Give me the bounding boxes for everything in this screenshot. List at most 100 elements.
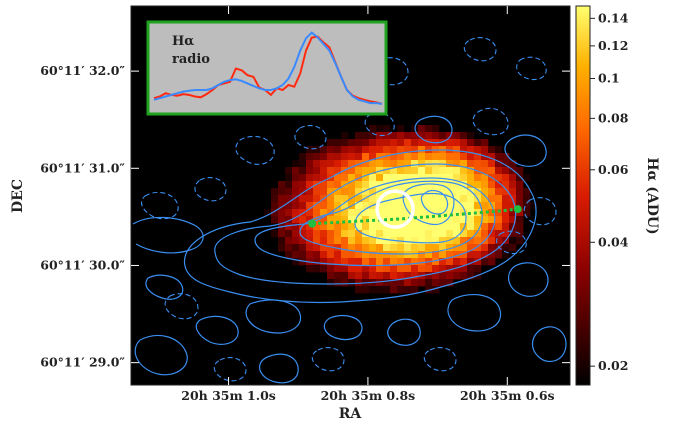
heatmap-cell (334, 251, 342, 259)
heatmap-cell (418, 230, 426, 238)
heatmap-cell (383, 174, 391, 182)
heatmap-cell (320, 160, 328, 168)
heatmap-cell (474, 244, 482, 252)
heatmap-cell (446, 265, 454, 273)
heatmap-cell (285, 244, 293, 252)
heatmap-cell (502, 188, 510, 196)
heatmap-cell (509, 244, 517, 252)
heatmap-cell (425, 132, 433, 140)
heatmap-cell (404, 132, 412, 140)
heatmap-cell (369, 160, 377, 168)
heatmap-cell (355, 132, 363, 140)
heatmap-cell (404, 160, 412, 168)
heatmap-cell (306, 244, 314, 252)
heatmap-cell (404, 153, 412, 161)
heatmap-cell (509, 230, 517, 238)
heatmap-cell (495, 230, 503, 238)
heatmap-cell (285, 223, 293, 231)
heatmap-cell (460, 160, 468, 168)
heatmap-cell (502, 195, 510, 203)
heatmap-cell (390, 146, 398, 154)
marker-circle (375, 189, 415, 229)
heatmap-cell (390, 279, 398, 287)
axis-ticks: 20h 35m 1.0s 20h 35m 0.8s 20h 35m 0.6s 60°1… (40, 6, 570, 403)
heatmap-cell (341, 237, 349, 245)
heatmap-cell (446, 279, 454, 287)
heatmap-cell (327, 146, 335, 154)
heatmap-cell (320, 251, 328, 259)
heatmap-cell (362, 139, 370, 147)
heatmap-cell (509, 167, 517, 175)
heatmap-cell (411, 216, 419, 224)
heatmap-cell (460, 167, 468, 175)
heatmap-cell (348, 244, 356, 252)
heatmap-cell (453, 160, 461, 168)
heatmap-cell (418, 209, 426, 217)
heatmap-cell (320, 167, 328, 175)
radio-contour (402, 183, 455, 226)
heatmap-cell (306, 188, 314, 196)
heatmap-cell (341, 230, 349, 238)
heatmap-cell (306, 167, 314, 175)
heatmap-cell (474, 153, 482, 161)
heatmap-cell (348, 188, 356, 196)
heatmap-cell (502, 230, 510, 238)
heatmap-cell (488, 188, 496, 196)
heatmap-cell (341, 132, 349, 140)
heatmap-cell (474, 139, 482, 147)
heatmap-cell (418, 160, 426, 168)
heatmap-cell (439, 139, 447, 147)
heatmap-cell (453, 153, 461, 161)
heatmap-cell (278, 195, 286, 203)
heatmap-cell (446, 188, 454, 196)
heatmap-cell (341, 258, 349, 266)
heatmap-cell (460, 153, 468, 161)
heatmap-cell (523, 188, 531, 196)
heatmap-cell (502, 209, 510, 217)
heatmap-cell (362, 181, 370, 189)
heatmap-cell (313, 160, 321, 168)
heatmap-cell (502, 223, 510, 231)
heatmap-cell (355, 181, 363, 189)
heatmap-cell (355, 272, 363, 280)
heatmap-cell (313, 188, 321, 196)
heatmap-cell (488, 167, 496, 175)
heatmap-cell (292, 174, 300, 182)
heatmap-cell (411, 223, 419, 231)
heatmap-cell (404, 139, 412, 147)
heatmap-cell (278, 209, 286, 217)
heatmap-cell (369, 167, 377, 175)
heatmap-cell (341, 174, 349, 182)
radio-contour-negative (523, 197, 557, 226)
heatmap-cell (474, 146, 482, 154)
heatmap-cell (495, 202, 503, 210)
heatmap-cell (299, 160, 307, 168)
heatmap-cell (439, 216, 447, 224)
heatmap-cell (327, 167, 335, 175)
heatmap-cell (306, 181, 314, 189)
heatmap-cell (278, 202, 286, 210)
heatmap-cell (404, 272, 412, 280)
heatmap-cell (446, 272, 454, 280)
heatmap-cell (299, 181, 307, 189)
heatmap-cell (425, 230, 433, 238)
heatmap-cell (376, 279, 384, 287)
heatmap-cell (334, 272, 342, 280)
heatmap-cell (425, 223, 433, 231)
heatmap-cell (292, 216, 300, 224)
heatmap-cell (355, 216, 363, 224)
heatmap-cell (390, 216, 398, 224)
heatmap-cell (292, 181, 300, 189)
heatmap-cell (516, 181, 524, 189)
heatmap-cell (467, 216, 475, 224)
heatmap-cell (425, 181, 433, 189)
heatmap-cell (474, 230, 482, 238)
heatmap-cell (446, 153, 454, 161)
heatmap-cell (446, 195, 454, 203)
heatmap-cell (306, 153, 314, 161)
heatmap-cell (439, 153, 447, 161)
heatmap-cell (327, 230, 335, 238)
heatmap-cell (348, 139, 356, 147)
heatmap-cell (397, 216, 405, 224)
heatmap-cell (383, 139, 391, 147)
